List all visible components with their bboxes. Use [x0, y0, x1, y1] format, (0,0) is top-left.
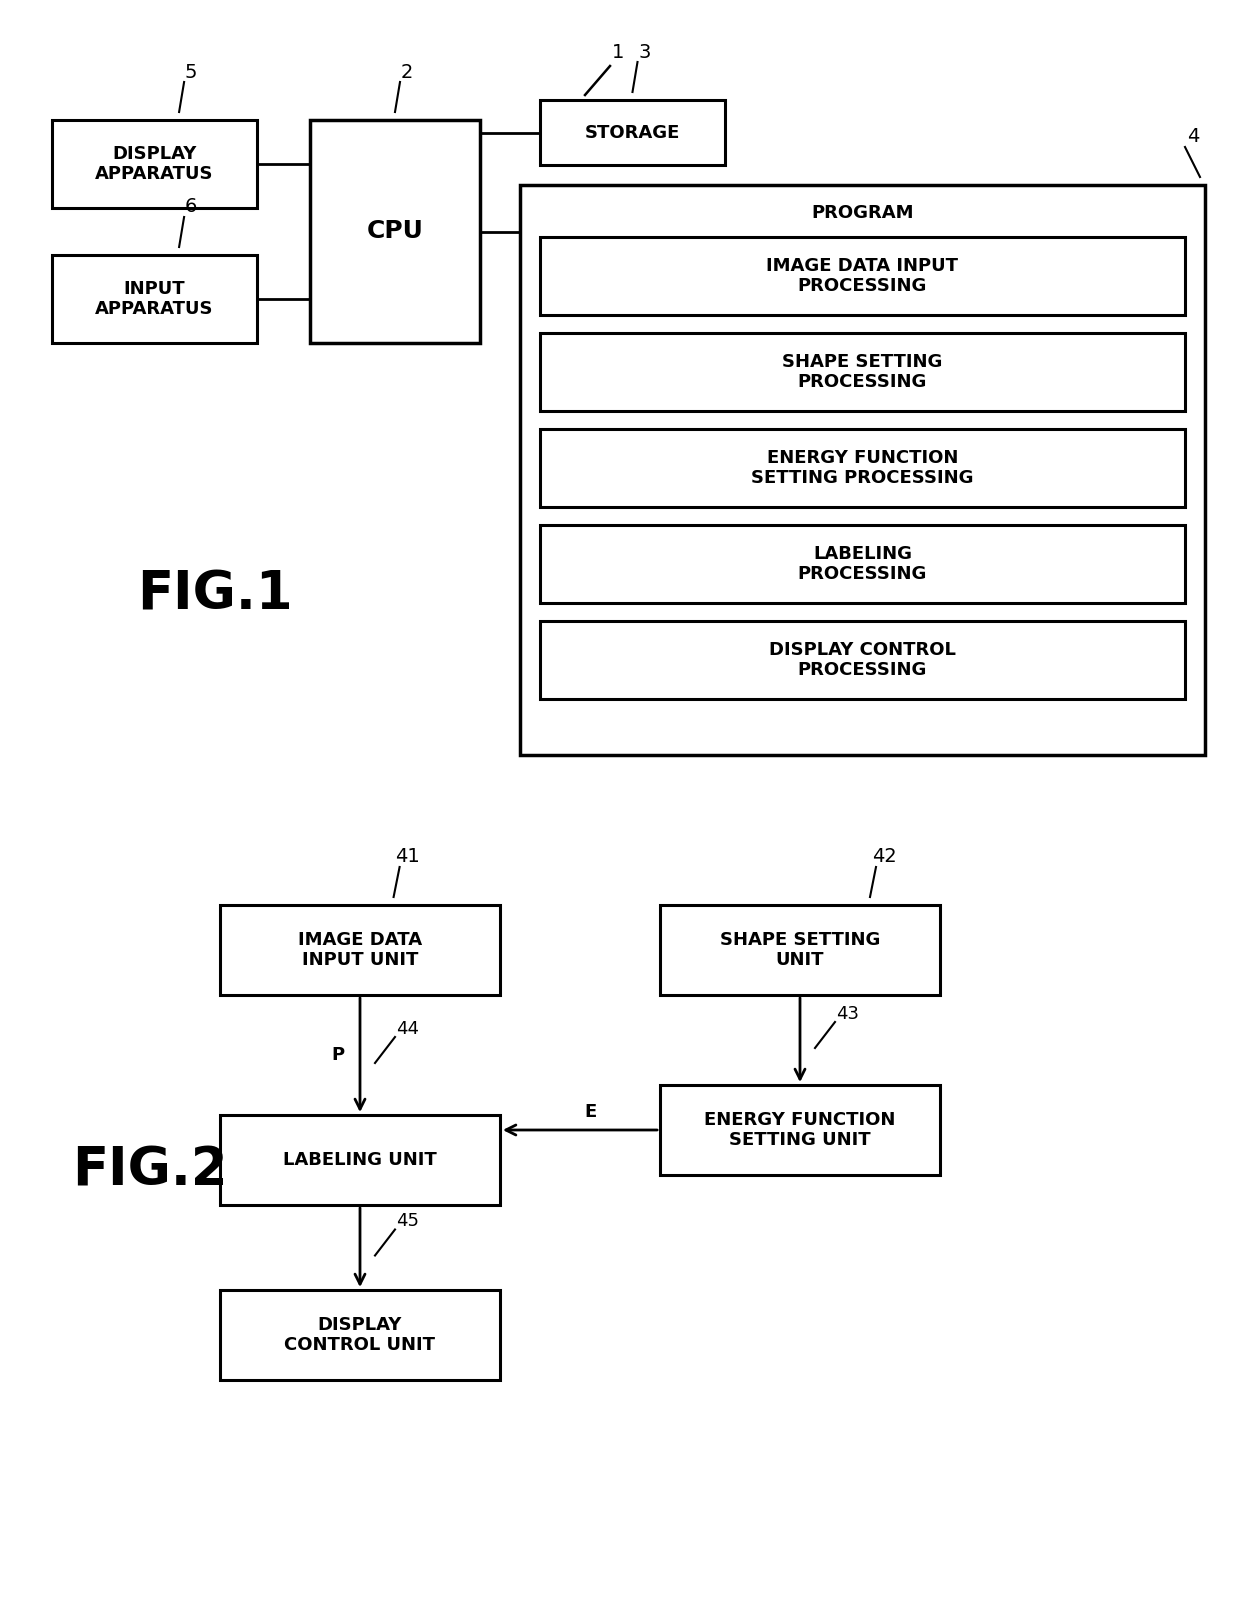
Bar [219, 1116, 500, 1205]
Text: STORAGE: STORAGE [585, 123, 681, 141]
Text: FIG.2: FIG.2 [72, 1145, 228, 1196]
Bar [52, 255, 257, 343]
Text: E: E [584, 1103, 596, 1120]
Text: 44: 44 [397, 1020, 419, 1039]
Text: 1: 1 [611, 43, 624, 61]
Bar [219, 906, 500, 995]
Text: DISPLAY
CONTROL UNIT: DISPLAY CONTROL UNIT [284, 1316, 435, 1355]
Text: LABELING UNIT: LABELING UNIT [283, 1151, 436, 1169]
Text: CPU: CPU [367, 220, 423, 244]
Text: IMAGE DATA INPUT
PROCESSING: IMAGE DATA INPUT PROCESSING [766, 256, 959, 295]
Bar [52, 120, 257, 208]
Text: SHAPE SETTING
UNIT: SHAPE SETTING UNIT [719, 931, 880, 970]
Text: 43: 43 [837, 1005, 859, 1023]
Text: 42: 42 [872, 848, 897, 867]
Text: 2: 2 [401, 63, 413, 82]
Bar [539, 620, 1185, 699]
Text: SHAPE SETTING
PROCESSING: SHAPE SETTING PROCESSING [782, 353, 942, 391]
Text: PROGRAM: PROGRAM [811, 204, 914, 221]
Text: DISPLAY CONTROL
PROCESSING: DISPLAY CONTROL PROCESSING [769, 641, 956, 680]
Text: ENERGY FUNCTION
SETTING PROCESSING: ENERGY FUNCTION SETTING PROCESSING [751, 449, 973, 487]
Bar [539, 526, 1185, 603]
Text: P: P [331, 1047, 345, 1064]
Text: 6: 6 [185, 197, 197, 216]
Text: 4: 4 [1187, 128, 1199, 146]
Bar [539, 430, 1185, 507]
Text: 3: 3 [639, 43, 651, 61]
Text: FIG.1: FIG.1 [138, 569, 293, 620]
Bar [660, 1085, 940, 1175]
Text: ENERGY FUNCTION
SETTING UNIT: ENERGY FUNCTION SETTING UNIT [704, 1111, 895, 1149]
Text: DISPLAY
APPARATUS: DISPLAY APPARATUS [95, 144, 213, 183]
Bar [310, 120, 480, 343]
Bar [539, 333, 1185, 410]
Text: 45: 45 [397, 1212, 419, 1231]
Text: 5: 5 [185, 63, 197, 82]
Bar [219, 1290, 500, 1380]
Bar [539, 237, 1185, 316]
Bar [539, 99, 725, 165]
Text: INPUT
APPARATUS: INPUT APPARATUS [95, 279, 213, 319]
Bar [520, 184, 1205, 755]
Bar [660, 906, 940, 995]
Text: LABELING
PROCESSING: LABELING PROCESSING [797, 545, 928, 583]
Text: 41: 41 [396, 848, 420, 867]
Text: IMAGE DATA
INPUT UNIT: IMAGE DATA INPUT UNIT [298, 931, 422, 970]
